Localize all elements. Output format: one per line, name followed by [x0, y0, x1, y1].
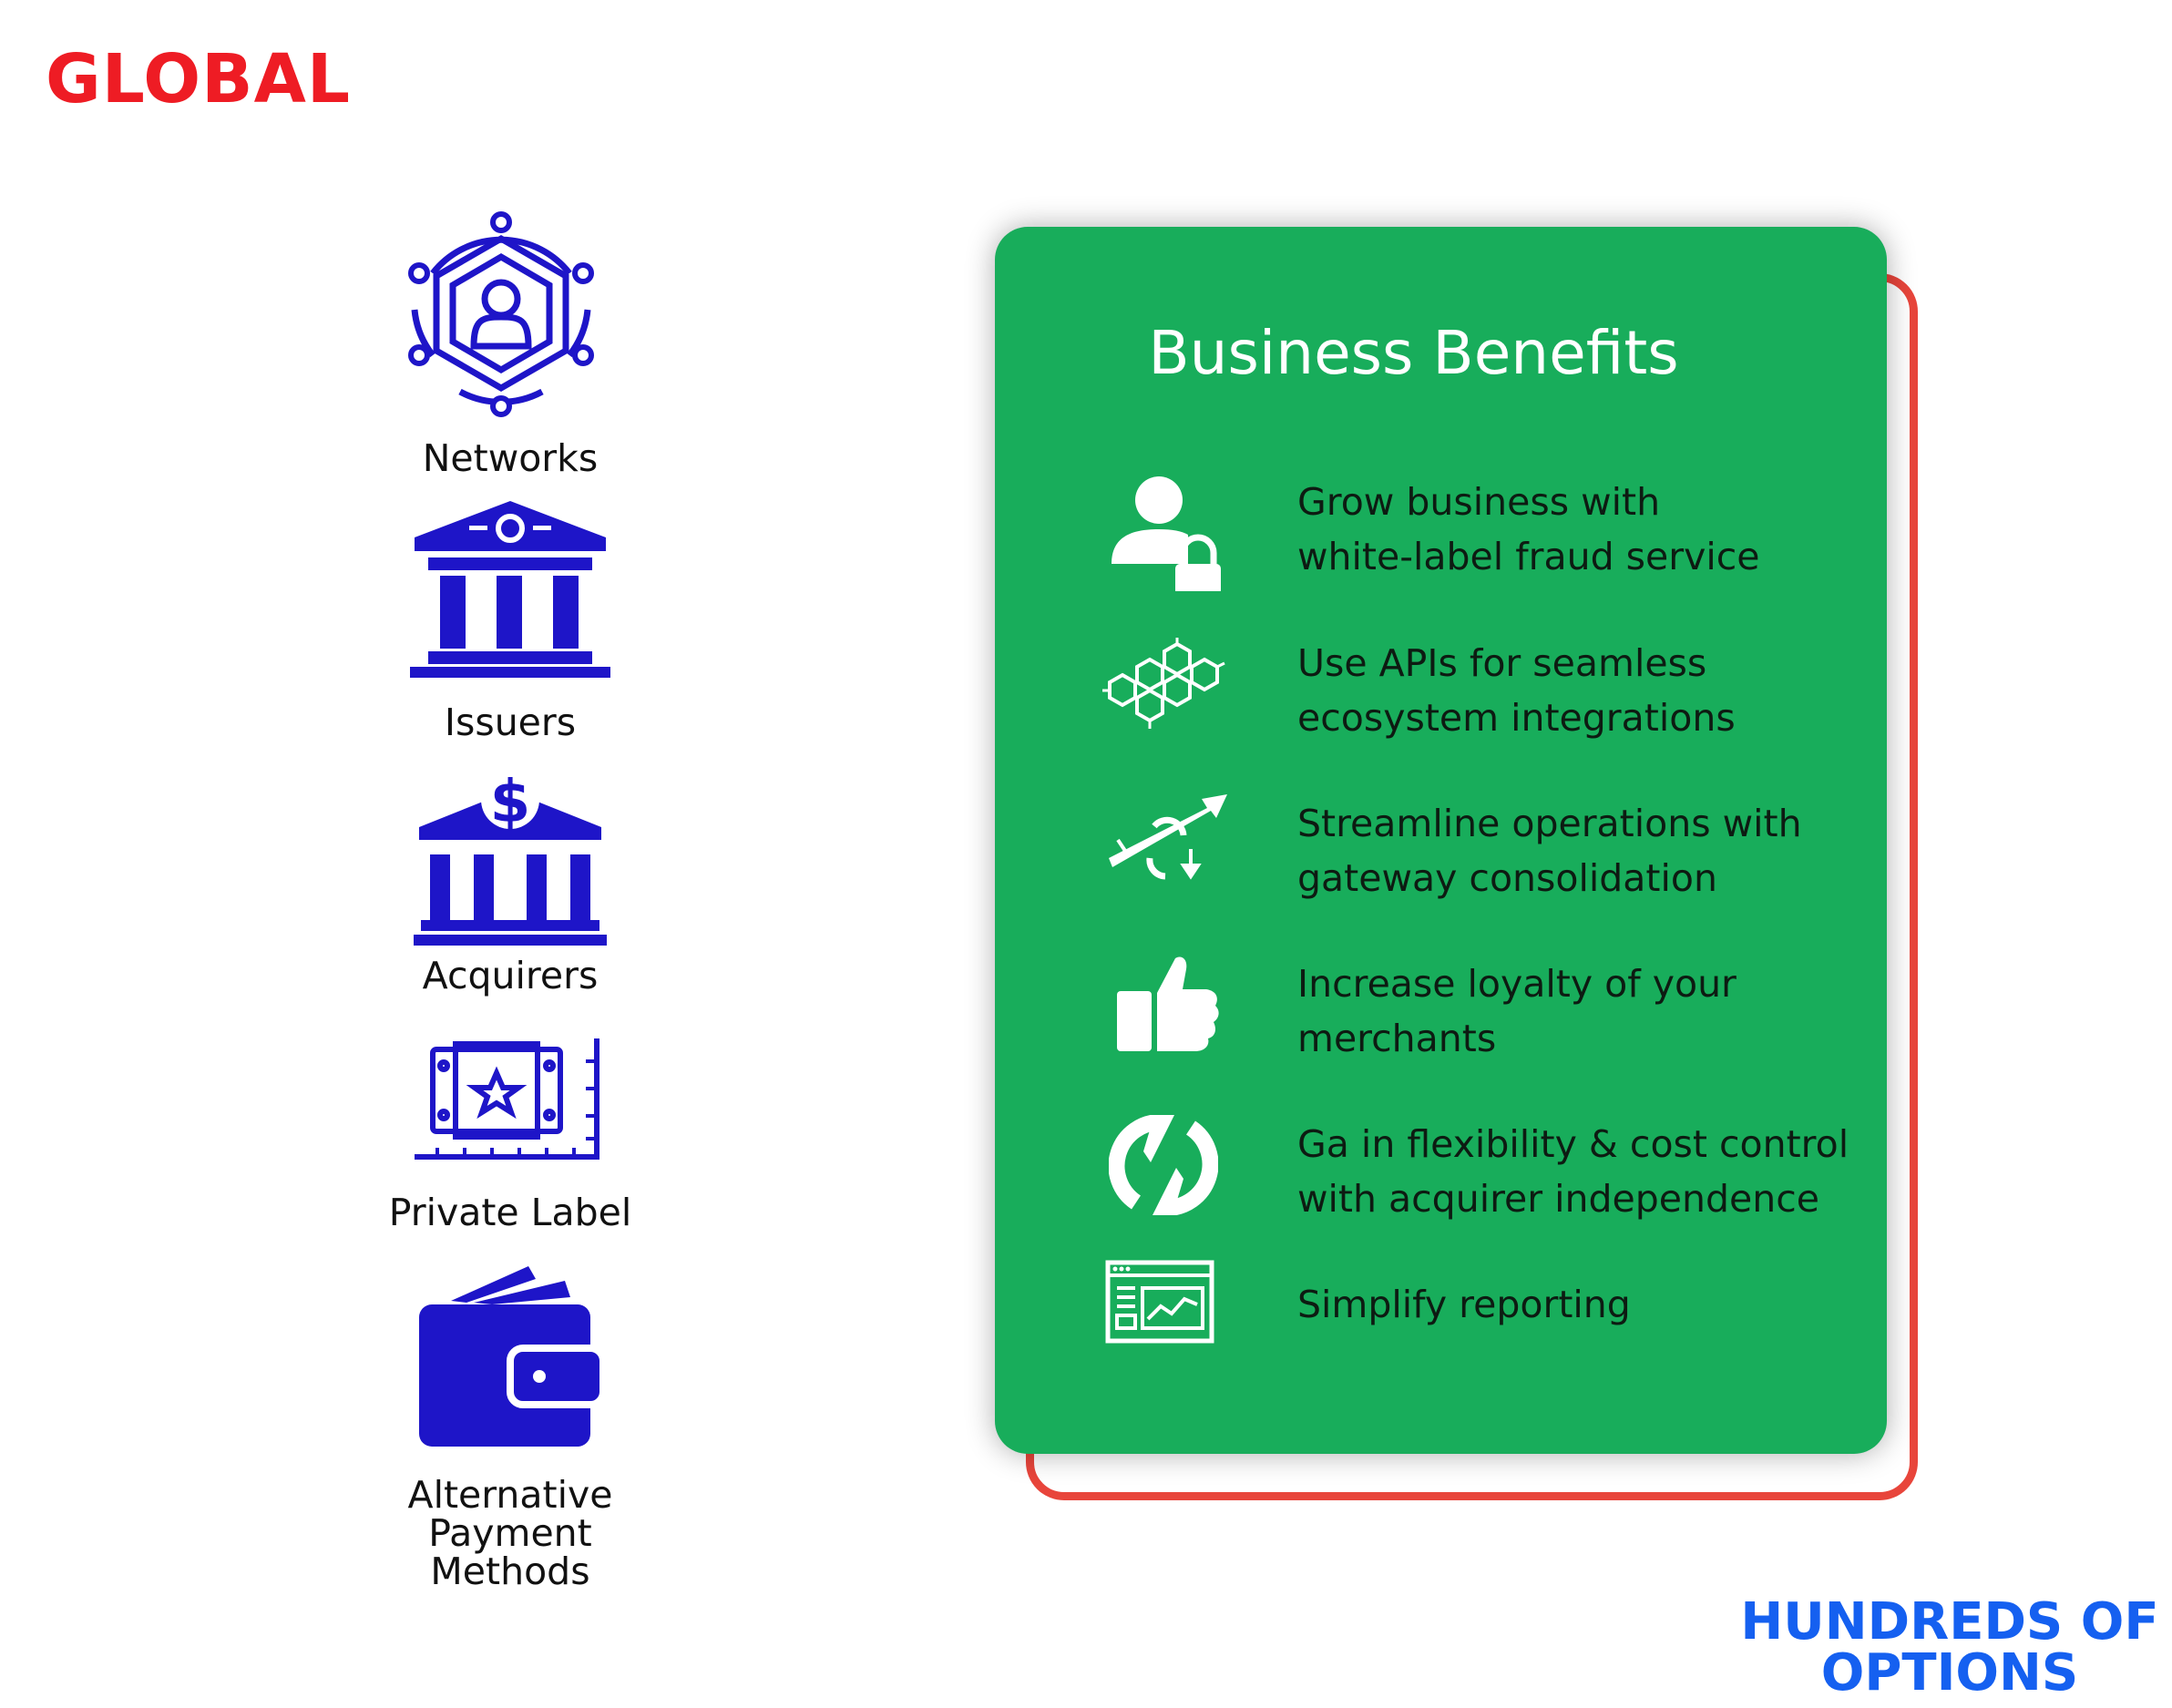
benefit-text: Streamline operations with gateway conso… [1297, 802, 1802, 900]
user-lock-icon [1104, 473, 1223, 591]
benefit-item: Simplify reporting [995, 1259, 1887, 1386]
benefit-text: Increase loyalty of your merchants [1297, 962, 1737, 1060]
report-dashboard-icon [1104, 1259, 1223, 1377]
bank-dollar-icon: $ [410, 756, 610, 947]
benefit-item: Ga in flexibility & cost control with ac… [995, 1115, 1887, 1243]
private-label-card-icon [410, 1038, 610, 1175]
wallet-icon [419, 1266, 610, 1448]
global-title: GLOBAL [46, 40, 351, 118]
benefit-item: Use APIs for seamless ecosystem integrat… [995, 634, 1887, 762]
hexagon-cluster-icon [1097, 634, 1225, 752]
benefit-text: Simplify reporting [1297, 1283, 1631, 1326]
benefit-text: Use APIs for seamless ecosystem integrat… [1297, 641, 1736, 740]
entity-label-issuers: Issuers [444, 701, 577, 744]
benefit-item: Streamline operations with gateway conso… [995, 794, 1887, 922]
arrows-consolidation-icon [1100, 794, 1227, 913]
benefit-text: Grow business with white-label fraud ser… [1297, 480, 1760, 578]
benefit-text: Ga in flexibility & cost control with ac… [1297, 1122, 1849, 1221]
bank-building-icon [405, 501, 615, 683]
benefit-item: Increase loyalty of your merchants [995, 955, 1887, 1082]
entity-label-alternative-payment-methods: Alternative Payment Methods [407, 1473, 613, 1593]
benefits-title: Business Benefits [1148, 318, 1679, 388]
svg-text:$: $ [490, 769, 531, 836]
sync-arrows-icon [1109, 1115, 1227, 1233]
options-label: HUNDREDS OF OPTIONS [1740, 1592, 2159, 1703]
entity-label-acquirers: Acquirers [422, 954, 599, 997]
benefit-item: Grow business with white-label fraud ser… [995, 473, 1887, 600]
network-hexagon-icon [396, 210, 606, 419]
entity-label-networks: Networks [422, 436, 599, 480]
business-benefits-card: Business Benefits Grow business with whi… [995, 227, 1887, 1454]
thumbs-up-icon [1104, 955, 1223, 1073]
entity-label-private-label: Private Label [388, 1191, 632, 1234]
